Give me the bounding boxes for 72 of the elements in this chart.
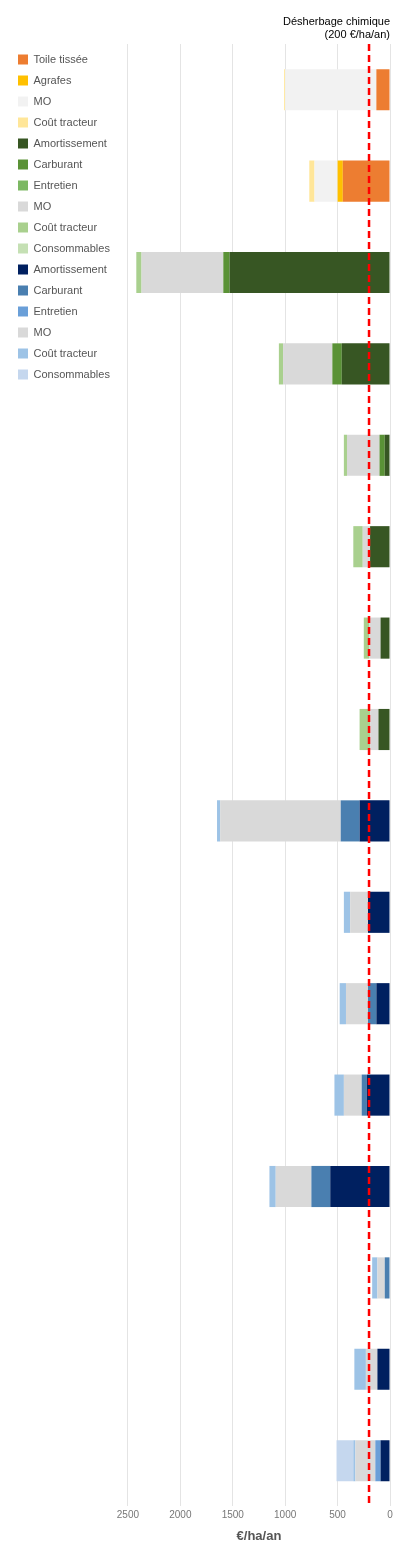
bar (309, 160, 315, 202)
bar (332, 343, 342, 385)
bar (367, 891, 390, 933)
ref-line-label: Désherbage chimique (200 €/ha/an) (282, 14, 390, 40)
legend-label: MO (33, 325, 52, 338)
bar (314, 160, 338, 202)
bar (278, 343, 284, 385)
bar (285, 69, 377, 111)
bar (369, 617, 381, 659)
legend-label: Consommables (33, 367, 111, 380)
bar (377, 1348, 390, 1390)
bar (330, 1165, 390, 1208)
bar (339, 983, 346, 1025)
bar (355, 1440, 376, 1482)
bar (378, 708, 390, 751)
bar (343, 891, 351, 933)
bar (380, 1440, 390, 1482)
legend-label: Entretien (33, 178, 78, 191)
legend-label: Consommables (33, 241, 111, 254)
bar (384, 1257, 390, 1299)
bar (343, 434, 348, 476)
bar (370, 708, 379, 751)
x-axis-title: €/ha/an (236, 1527, 282, 1543)
bar (136, 251, 142, 294)
bar (342, 160, 390, 202)
legend-label: Amortissement (33, 136, 107, 149)
bar (361, 1074, 367, 1116)
bar (380, 617, 390, 659)
x-tick-label: 1500 (221, 1509, 245, 1521)
bar (343, 1074, 362, 1116)
bar (229, 251, 390, 294)
legend-label: Coût tracteur (33, 115, 98, 128)
bar (384, 434, 390, 476)
bar (354, 1348, 366, 1390)
bar (376, 983, 390, 1025)
legend-label: MO (33, 94, 52, 107)
bar (341, 343, 390, 385)
bar (375, 1440, 381, 1482)
bar (223, 251, 230, 294)
bar (345, 983, 368, 1025)
legend-label: Coût tracteur (33, 346, 98, 359)
bar (217, 800, 221, 842)
legend-label: Agrafes (33, 73, 72, 86)
bar (340, 800, 360, 842)
legend-label: Toile tissée (33, 52, 88, 65)
legend-label: Carburant (33, 157, 83, 170)
legend-label: Coût tracteur (33, 220, 98, 233)
bar (366, 1074, 390, 1116)
bar (269, 1165, 276, 1208)
legend-label: Entretien (33, 304, 78, 317)
legend-label: MO (33, 199, 52, 212)
bar (376, 69, 390, 111)
bar (337, 160, 343, 202)
legend-label: Carburant (33, 283, 83, 296)
legend-label: Amortissement (33, 262, 107, 275)
x-tick-label: 0 (387, 1509, 394, 1521)
x-tick-label: 2000 (169, 1509, 192, 1521)
bar (350, 891, 368, 933)
bar (372, 1257, 378, 1299)
bar (311, 1165, 331, 1208)
bar (353, 1440, 356, 1482)
x-tick-label: 1000 (274, 1509, 297, 1521)
x-tick-label: 500 (329, 1509, 347, 1521)
bar (359, 800, 390, 842)
bar (370, 526, 390, 568)
bar (347, 434, 380, 476)
bar (334, 1074, 344, 1116)
x-tick-label: 2500 (116, 1509, 140, 1521)
bar (379, 434, 385, 476)
bar (353, 526, 363, 568)
bar (377, 1257, 385, 1299)
bar (336, 1440, 354, 1482)
